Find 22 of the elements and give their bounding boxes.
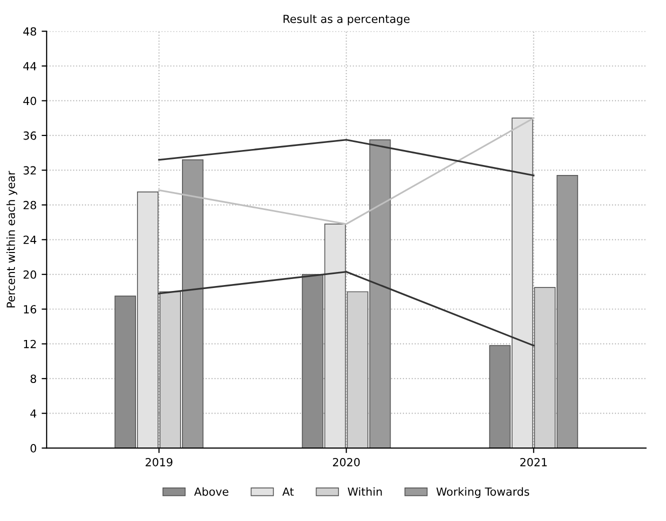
x-tick-label: 2020 <box>332 458 360 466</box>
legend-label: Above <box>194 487 228 496</box>
x-tick-label: 2019 <box>146 458 172 466</box>
y-tick-label: 40 <box>23 96 36 106</box>
y-tick-label: 24 <box>24 236 36 244</box>
y-tick-label: 4 <box>30 409 36 418</box>
x-tick-label: 2021 <box>520 458 547 466</box>
y-tick-label: 8 <box>30 374 36 383</box>
y-tick-label: 16 <box>24 305 36 314</box>
y-tick-label: 0 <box>30 444 36 452</box>
legend-label: Working Towards <box>436 487 530 498</box>
chart-title: Result as a percentage <box>284 14 410 26</box>
y-tick-label: 44 <box>23 62 36 70</box>
legend-label: Within <box>348 487 382 496</box>
y-tick-label: 12 <box>24 340 36 348</box>
y-tick-label: 48 <box>23 27 36 36</box>
y-axis-title: Percent within each year <box>6 170 18 308</box>
y-tick-label: 36 <box>24 131 36 140</box>
y-tick-label: 28 <box>24 200 36 210</box>
y-tick-label: 20 <box>24 270 36 279</box>
y-tick-label: 32 <box>24 166 36 175</box>
legend-label: At <box>282 488 294 496</box>
